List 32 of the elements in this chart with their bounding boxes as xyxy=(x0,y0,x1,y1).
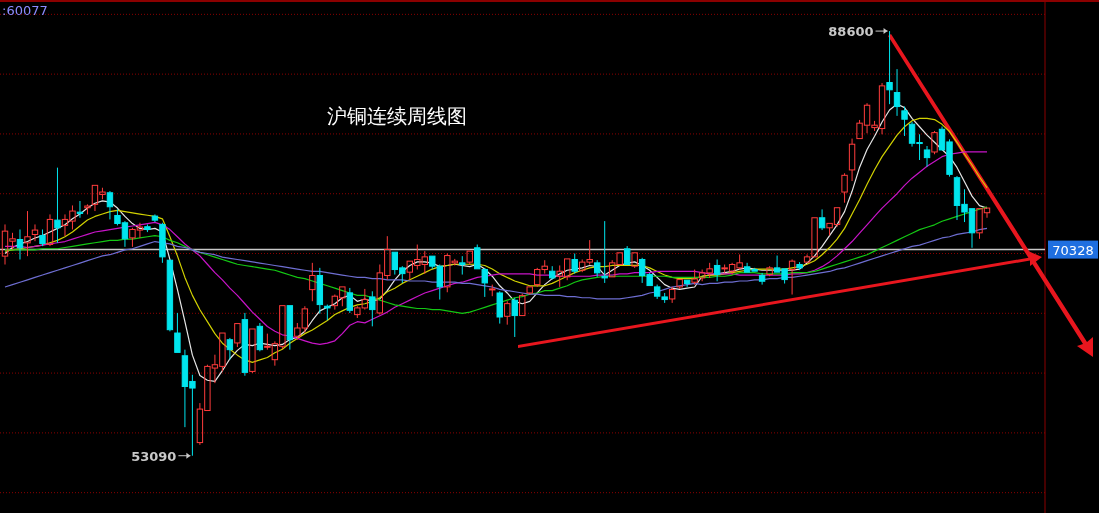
candlestick xyxy=(166,259,174,332)
text: 沪铜连续周线图 xyxy=(327,104,467,128)
candlestick xyxy=(256,322,264,352)
candlestick xyxy=(76,200,84,219)
annotation: 88600 xyxy=(828,24,874,40)
candlestick xyxy=(46,213,54,247)
annotation: :60077 xyxy=(2,3,48,18)
candlestick xyxy=(848,138,856,182)
candlestick xyxy=(818,208,826,231)
candlestick xyxy=(683,279,691,288)
candlestick xyxy=(504,300,511,326)
candlestick xyxy=(106,190,114,220)
candlestick xyxy=(241,312,249,377)
candlestick xyxy=(893,68,901,117)
candlestick xyxy=(16,228,24,260)
candlestick xyxy=(31,223,39,242)
candlestick xyxy=(309,262,316,302)
candlestick xyxy=(511,297,518,338)
candlestick xyxy=(174,312,181,353)
candlestick xyxy=(841,172,848,204)
candlestick xyxy=(713,258,721,282)
candlestick xyxy=(226,337,234,361)
candlestick xyxy=(758,272,766,286)
candlestick xyxy=(788,258,796,296)
candlestick xyxy=(466,250,473,266)
candlestick xyxy=(151,213,159,223)
candlestick xyxy=(286,305,294,351)
candlestick xyxy=(923,145,931,168)
candlestick xyxy=(54,167,61,244)
annotation: 53090 xyxy=(131,448,177,464)
ref-line-label: 70328 xyxy=(1052,242,1094,258)
candlestick xyxy=(24,210,31,257)
